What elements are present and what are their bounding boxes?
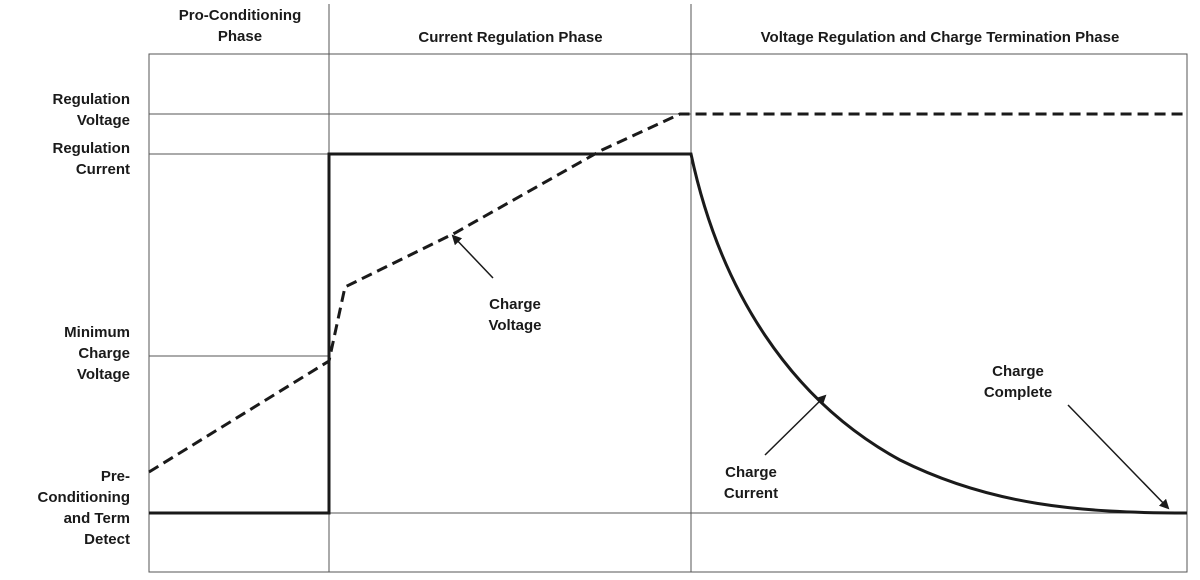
charge-voltage-arrow — [451, 234, 494, 279]
phase-label-preconditioning: Pro-Conditioning Phase — [178, 7, 302, 45]
charge-complete-arrow — [1067, 404, 1170, 510]
annotation-charge-complete: Charge Complete — [983, 363, 1053, 401]
charge-voltage-curve — [148, 112, 1187, 474]
charge-current-curve — [149, 152, 1188, 515]
charge-current-arrow — [764, 394, 827, 456]
level-label-regulation-current: Regulation Current — [52, 140, 131, 178]
diagram-frame — [148, 4, 1188, 573]
level-label-minimum-charge-voltage: Minimum Charge Voltage — [64, 324, 130, 383]
annotation-charge-voltage: Charge Voltage — [488, 296, 542, 334]
level-label-regulation-voltage: Regulation Voltage — [52, 91, 131, 129]
plot-border — [148, 53, 1188, 573]
annotation-charge-current: Charge Current — [723, 464, 779, 502]
level-label-preconditioning-term: Pre- Conditioning and Term Detect — [37, 468, 130, 548]
phase-label-current-regulation: Current Regulation Phase — [418, 29, 603, 46]
phase-label-voltage-regulation: Voltage Regulation and Charge Terminatio… — [760, 29, 1120, 46]
